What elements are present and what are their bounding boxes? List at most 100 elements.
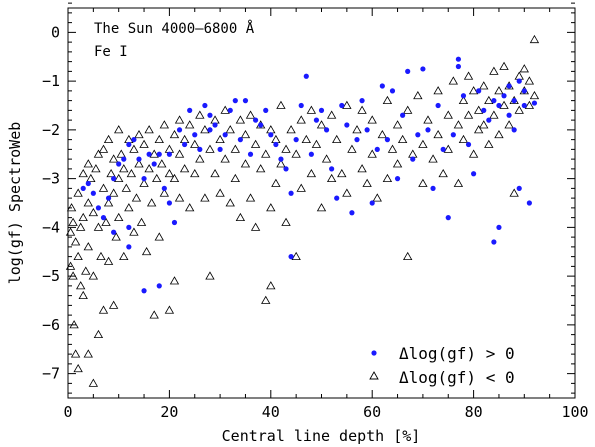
triangle-point	[119, 251, 129, 261]
circle-point	[425, 127, 431, 133]
triangle-point	[250, 139, 261, 148]
triangle-point	[225, 198, 235, 207]
triangle-point	[413, 90, 423, 100]
circle-point	[207, 127, 213, 133]
triangle-point	[357, 164, 367, 173]
triangle-point	[164, 144, 175, 153]
circle-point	[176, 127, 183, 133]
triangle-point	[66, 203, 77, 212]
triangle-point	[131, 193, 142, 202]
triangle-point	[134, 159, 144, 168]
triangle-point	[311, 139, 322, 148]
triangle-point	[86, 173, 96, 183]
triangle-point	[306, 168, 317, 178]
triangle-point	[81, 266, 91, 275]
circle-point	[85, 180, 91, 187]
triangle-point	[529, 34, 540, 44]
triangle-point	[352, 125, 362, 134]
triangle-point	[326, 110, 337, 119]
triangle-point	[367, 149, 377, 158]
circle-point	[521, 88, 527, 94]
circle-point	[313, 117, 320, 123]
circle-point	[334, 195, 340, 201]
triangle-point	[418, 178, 428, 187]
triangle-point	[96, 251, 106, 261]
triangle-point	[164, 305, 175, 314]
triangle-point	[215, 134, 225, 144]
triangle-point	[108, 300, 119, 309]
triangle-point	[164, 168, 175, 178]
triangle-point	[205, 271, 215, 280]
triangle-point	[174, 115, 185, 124]
circle-point	[141, 176, 147, 182]
circle-point	[369, 200, 375, 206]
triangle-point	[261, 295, 271, 304]
triangle-point	[70, 349, 81, 358]
triangle-point	[504, 120, 514, 129]
triangle-point	[129, 144, 139, 153]
circle-point	[339, 102, 345, 109]
triangle-point	[489, 66, 499, 75]
circle-point	[445, 215, 451, 221]
triangle-point	[342, 100, 352, 109]
circle-point	[202, 102, 208, 109]
circle-point	[374, 146, 380, 152]
triangle-point	[397, 134, 408, 144]
triangle-point	[75, 281, 86, 290]
triangle-point	[114, 212, 124, 222]
circle-point	[80, 185, 86, 191]
circle-point	[389, 88, 396, 94]
triangle-point	[408, 149, 418, 158]
triangle-point	[174, 193, 185, 202]
triangle-point	[184, 120, 195, 129]
circle-point	[288, 190, 294, 196]
circle-point	[511, 98, 517, 104]
triangle-point	[514, 105, 524, 114]
triangle-point	[190, 168, 200, 178]
triangle-point	[382, 173, 393, 183]
triangle-point	[139, 178, 149, 187]
triangle-point	[235, 212, 246, 222]
triangle-point	[190, 139, 200, 148]
circle-point	[131, 137, 137, 143]
triangle-point	[443, 110, 453, 119]
triangle-point	[121, 183, 131, 192]
triangle-point	[210, 168, 220, 178]
circle-point	[293, 137, 299, 143]
circle-point	[405, 68, 411, 74]
circle-point	[146, 151, 152, 157]
triangle-point	[271, 178, 281, 187]
triangle-point	[296, 183, 306, 192]
triangle-point	[205, 144, 215, 153]
circle-point	[141, 288, 147, 294]
circle-point	[450, 132, 456, 138]
circle-point	[252, 117, 259, 123]
triangle-point	[83, 349, 93, 358]
circle-point	[455, 63, 461, 70]
circle-point	[126, 141, 132, 148]
triangle-point	[524, 100, 535, 109]
x-tick-label: 100	[561, 403, 588, 421]
triangle-point	[392, 120, 403, 129]
triangle-point	[83, 198, 93, 207]
triangle-point	[124, 203, 134, 212]
triangle-point	[220, 105, 230, 114]
triangle-point	[524, 76, 535, 85]
x-tick-label: 60	[363, 403, 381, 421]
triangle-point	[108, 154, 119, 163]
circle-point	[126, 224, 132, 230]
triangle-point	[184, 203, 195, 212]
triangle-point	[88, 271, 99, 280]
circle-point	[95, 205, 102, 211]
triangle-point	[266, 281, 276, 290]
circle-point	[156, 283, 162, 289]
circle-point	[136, 156, 142, 162]
triangle-point	[291, 251, 301, 261]
circle-point	[359, 98, 365, 104]
triangle-point	[149, 310, 159, 319]
triangle-point	[281, 144, 291, 153]
y-tick-label: 0	[51, 23, 60, 41]
triangle-point	[69, 320, 79, 329]
legend-label-negative: Δlog(gf) < 0	[399, 368, 515, 387]
y-tick-label: −5	[42, 267, 60, 285]
